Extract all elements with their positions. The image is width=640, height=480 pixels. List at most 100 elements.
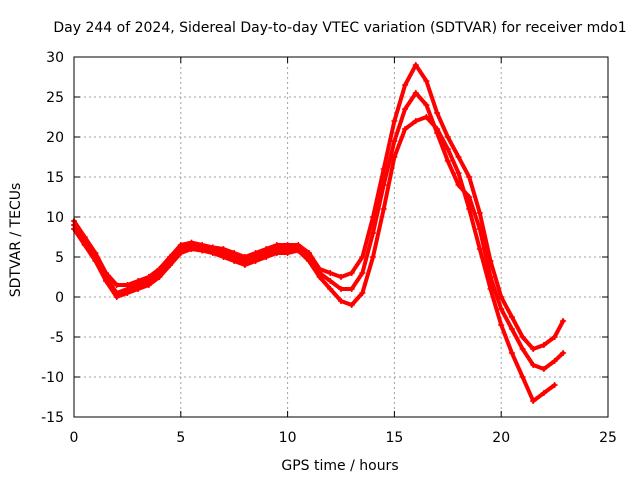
data-point [434, 126, 441, 132]
data-point [476, 210, 483, 216]
series-track-c [71, 114, 558, 404]
y-tick-label: 30 [46, 50, 64, 66]
data-point [423, 102, 430, 108]
series-track-b [71, 90, 567, 372]
data-point [273, 250, 280, 256]
data-point [519, 374, 526, 380]
data-point [412, 90, 419, 96]
y-tick-label: -15 [41, 410, 64, 426]
x-tick-label: 20 [492, 430, 510, 446]
data-point [412, 118, 419, 124]
data-point [338, 298, 344, 304]
y-tick-label: -10 [41, 370, 64, 386]
data-point [380, 206, 387, 212]
data-point [199, 247, 206, 254]
data-point [508, 326, 515, 332]
y-tick-label: 25 [46, 90, 64, 106]
series-track-a [71, 62, 567, 352]
data-point [327, 278, 334, 284]
data-point [530, 398, 537, 404]
y-tick-label: 0 [55, 290, 64, 306]
data-point [306, 258, 312, 264]
data-point [284, 250, 291, 256]
data-point [444, 146, 451, 152]
y-tick-label: 15 [46, 170, 64, 186]
series-line [72, 63, 566, 351]
data-point [466, 174, 473, 180]
data-point [338, 274, 344, 280]
data-point [231, 258, 238, 264]
data-point [519, 334, 526, 340]
data-point [530, 362, 537, 368]
data-point [530, 346, 537, 352]
data-point [156, 274, 163, 280]
data-point [348, 302, 355, 308]
data-point [508, 314, 515, 320]
series-layer [71, 62, 567, 404]
data-point [391, 154, 398, 160]
grid [74, 57, 608, 417]
data-point [498, 306, 505, 312]
plot-frame [73, 56, 609, 418]
data-point [359, 254, 366, 260]
data-point [359, 290, 366, 296]
data-point [551, 334, 558, 340]
data-point [188, 246, 195, 252]
data-point [560, 318, 567, 324]
x-tick-label: 10 [279, 430, 297, 446]
data-point [402, 82, 409, 88]
data-point [338, 286, 344, 292]
series-line [72, 115, 557, 403]
series-line [72, 91, 566, 371]
data-point [103, 278, 109, 284]
data-point [252, 258, 259, 264]
data-point [476, 226, 483, 232]
data-point [81, 242, 88, 248]
data-point [423, 114, 430, 120]
data-point [391, 118, 398, 124]
data-point [327, 286, 334, 292]
x-tick-label: 5 [176, 430, 185, 446]
data-point [466, 206, 473, 212]
x-axis-label: GPS time / hours [281, 458, 398, 474]
y-axis-label: SDTVAR / TECUs [8, 183, 24, 298]
data-point [92, 258, 99, 264]
data-point [476, 246, 483, 252]
data-point [391, 138, 398, 144]
data-point [508, 350, 515, 356]
data-point [455, 170, 462, 176]
data-point [540, 342, 547, 348]
data-point [551, 382, 558, 388]
data-point [402, 106, 409, 112]
x-tick-label: 15 [385, 430, 403, 446]
data-point [540, 390, 547, 396]
y-tick-label: -5 [50, 330, 64, 346]
x-tick-label: 25 [599, 430, 617, 446]
data-point [124, 290, 131, 296]
data-point [241, 262, 248, 268]
data-point [327, 270, 334, 276]
data-point [263, 254, 270, 260]
data-point [412, 62, 419, 68]
chart-title: Day 244 of 2024, Sidereal Day-to-day VTE… [53, 20, 626, 36]
data-point [444, 158, 451, 164]
data-point [487, 286, 494, 292]
data-point [220, 254, 227, 260]
data-point [113, 282, 120, 288]
axis-ticks: 0 5 10 15 20 25 -15 -10 -5 0 5 10 15 20 25 30 [41, 50, 617, 446]
data-point [551, 358, 558, 364]
y-tick-label: 10 [46, 210, 64, 226]
data-point [380, 182, 387, 188]
x-tick-label: 0 [70, 430, 79, 446]
data-point [209, 250, 216, 256]
data-point [348, 286, 355, 292]
data-point [560, 350, 567, 356]
data-point [444, 134, 451, 140]
data-point [348, 270, 355, 276]
y-tick-label: 5 [55, 250, 64, 266]
data-point [434, 110, 441, 116]
data-point [359, 270, 366, 276]
data-point [370, 230, 376, 236]
data-point [519, 346, 526, 352]
